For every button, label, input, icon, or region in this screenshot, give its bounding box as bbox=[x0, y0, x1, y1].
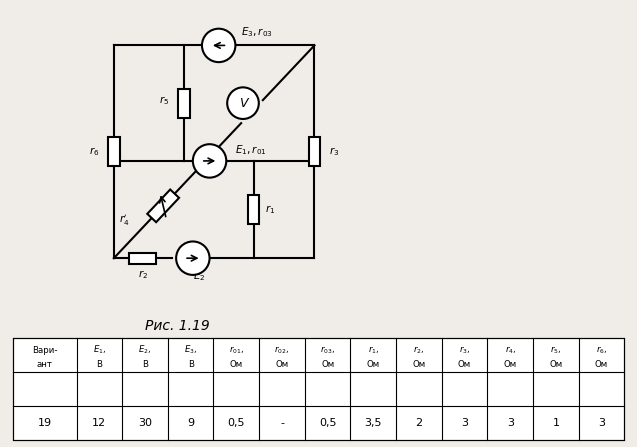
Text: $r_5$: $r_5$ bbox=[159, 94, 169, 106]
Circle shape bbox=[193, 144, 226, 177]
Text: $r_4'$: $r_4'$ bbox=[119, 212, 130, 228]
Text: Ом: Ом bbox=[458, 359, 471, 369]
Text: $r_3$,: $r_3$, bbox=[459, 344, 470, 356]
Bar bbox=[129, 253, 156, 264]
Text: $E_1, r_{01}$: $E_1, r_{01}$ bbox=[236, 143, 267, 157]
Text: $r_{01}$,: $r_{01}$, bbox=[229, 344, 244, 356]
Text: $E_1$,: $E_1$, bbox=[92, 344, 106, 356]
Text: $E_3, r_{03}$: $E_3, r_{03}$ bbox=[241, 25, 273, 38]
Circle shape bbox=[227, 87, 259, 119]
Text: Вари-: Вари- bbox=[32, 346, 57, 354]
Text: $r_6$,: $r_6$, bbox=[596, 344, 607, 356]
Bar bbox=[309, 137, 320, 166]
Text: В: В bbox=[142, 359, 148, 369]
Text: 0,5: 0,5 bbox=[319, 418, 336, 428]
Text: Ом: Ом bbox=[504, 359, 517, 369]
Text: $r_3$: $r_3$ bbox=[329, 145, 340, 158]
Text: 12: 12 bbox=[92, 418, 106, 428]
Text: 0,5: 0,5 bbox=[227, 418, 245, 428]
Text: 30: 30 bbox=[138, 418, 152, 428]
Text: 2: 2 bbox=[415, 418, 422, 428]
Text: 1: 1 bbox=[552, 418, 559, 428]
Text: В: В bbox=[188, 359, 194, 369]
Circle shape bbox=[176, 241, 210, 275]
Text: $r_2$: $r_2$ bbox=[138, 269, 148, 281]
Text: Ом: Ом bbox=[275, 359, 289, 369]
Text: $r_{03}$,: $r_{03}$, bbox=[320, 344, 335, 356]
Text: 3,5: 3,5 bbox=[364, 418, 382, 428]
Text: 9: 9 bbox=[187, 418, 194, 428]
Bar bbox=[248, 195, 259, 224]
Text: 3: 3 bbox=[507, 418, 514, 428]
Text: Рис. 1.19: Рис. 1.19 bbox=[145, 319, 210, 333]
Text: Ом: Ом bbox=[367, 359, 380, 369]
Text: 3: 3 bbox=[461, 418, 468, 428]
Text: $r_1$,: $r_1$, bbox=[368, 344, 379, 356]
Text: Ом: Ом bbox=[412, 359, 426, 369]
Circle shape bbox=[202, 29, 236, 62]
Polygon shape bbox=[147, 190, 179, 222]
Text: $E_2$: $E_2$ bbox=[193, 270, 205, 283]
Text: ант: ант bbox=[36, 359, 53, 369]
Text: $r_2$,: $r_2$, bbox=[413, 344, 425, 356]
Text: Ом: Ом bbox=[321, 359, 334, 369]
Text: $r_{02}$,: $r_{02}$, bbox=[275, 344, 290, 356]
Text: Ом: Ом bbox=[595, 359, 608, 369]
Text: $r_6$: $r_6$ bbox=[89, 145, 99, 158]
Bar bbox=[108, 137, 120, 166]
Text: 19: 19 bbox=[38, 418, 52, 428]
Text: $r_4$,: $r_4$, bbox=[505, 344, 516, 356]
Bar bbox=[178, 89, 189, 118]
Text: В: В bbox=[96, 359, 103, 369]
Text: $E_3$,: $E_3$, bbox=[184, 344, 197, 356]
Text: $E_2$,: $E_2$, bbox=[138, 344, 152, 356]
Text: $r_5$,: $r_5$, bbox=[550, 344, 562, 356]
Text: -: - bbox=[280, 418, 284, 428]
Bar bbox=[13, 338, 624, 440]
Text: $r_1$: $r_1$ bbox=[265, 203, 275, 216]
Text: 3: 3 bbox=[598, 418, 605, 428]
Text: Ом: Ом bbox=[549, 359, 562, 369]
Text: V: V bbox=[239, 97, 247, 110]
Text: Ом: Ом bbox=[230, 359, 243, 369]
